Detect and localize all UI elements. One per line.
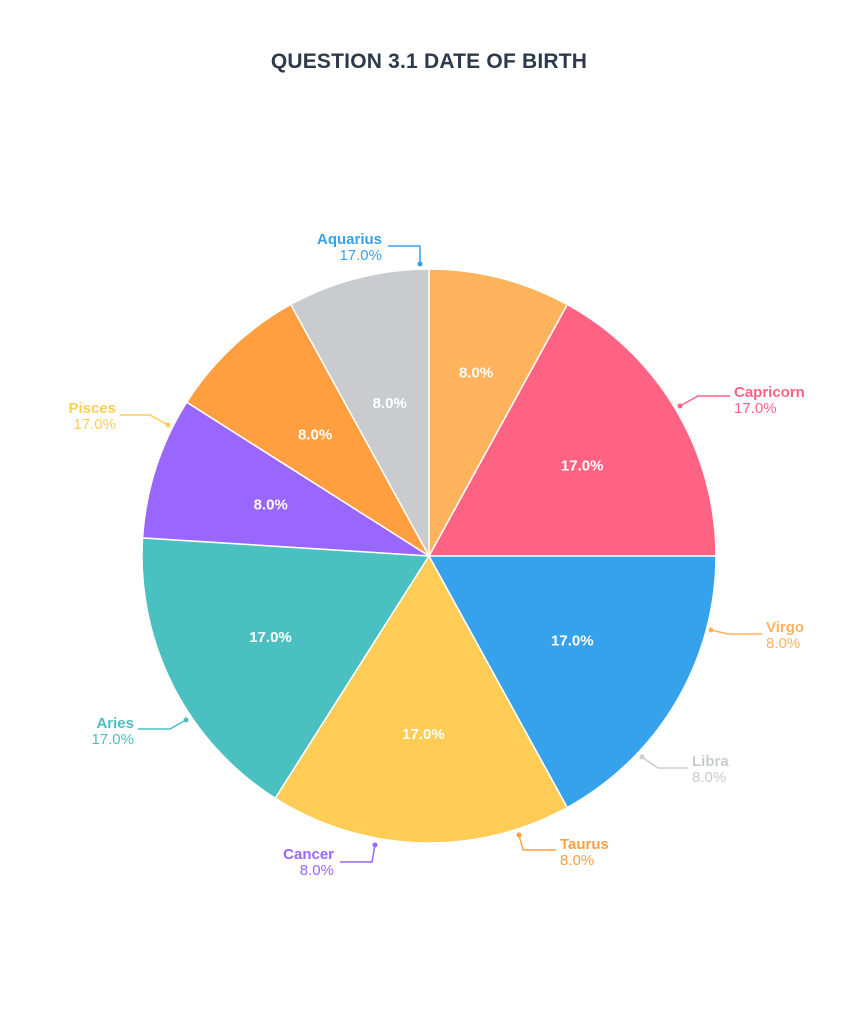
leader-line-virgo xyxy=(710,629,762,635)
outer-label-name-aquarius: Aquarius xyxy=(317,231,382,248)
outer-label-name-libra: Libra xyxy=(692,753,729,770)
leader-dot-libra xyxy=(639,754,645,760)
leader-dot-taurus xyxy=(516,832,522,838)
outer-label-value-pisces: 17.0% xyxy=(73,416,116,433)
leader-dot-cancer xyxy=(372,842,378,848)
outer-label-name-capricorn: Capricorn xyxy=(734,384,805,401)
slice-value-label-aries: 17.0% xyxy=(249,629,292,646)
slice-value-label-cancer: 8.0% xyxy=(254,497,288,514)
outer-label-value-cancer: 8.0% xyxy=(300,862,334,879)
pie-slice-capricorn[interactable] xyxy=(427,303,717,557)
leader-dot-capricorn xyxy=(677,403,683,409)
leader-line-libra xyxy=(641,756,688,769)
outer-label-value-virgo: 8.0% xyxy=(766,635,800,652)
outer-label-value-aries: 17.0% xyxy=(91,731,134,748)
leader-line-taurus xyxy=(518,834,556,851)
outer-label-name-cancer: Cancer xyxy=(283,846,334,863)
leader-line-capricorn xyxy=(679,395,730,407)
leader-line-aries xyxy=(138,719,187,730)
slice-value-label-capricorn: 17.0% xyxy=(561,457,604,474)
slice-value-label-virgo: 8.0% xyxy=(459,365,493,382)
outer-label-value-taurus: 8.0% xyxy=(560,852,594,869)
outer-label-name-taurus: Taurus xyxy=(560,836,609,853)
outer-label-value-libra: 8.0% xyxy=(692,769,726,786)
leader-dot-aquarius xyxy=(417,261,423,267)
leader-dot-pisces xyxy=(165,422,171,428)
outer-label-value-capricorn: 17.0% xyxy=(734,400,777,417)
pie-slice-taurus[interactable] xyxy=(185,303,430,557)
leader-dot-virgo xyxy=(708,627,714,633)
chart-title: QUESTION 3.1 DATE OF BIRTH xyxy=(270,50,588,73)
outer-label-name-pisces: Pisces xyxy=(68,400,116,417)
slice-value-label-pisces: 17.0% xyxy=(402,726,445,743)
pie-slice-aries[interactable] xyxy=(141,537,431,800)
leader-line-pisces xyxy=(120,414,169,426)
outer-label-name-virgo: Virgo xyxy=(766,619,804,636)
outer-label-value-aquarius: 17.0% xyxy=(339,247,382,264)
pie-slice-virgo[interactable] xyxy=(428,268,569,557)
slice-value-label-libra: 8.0% xyxy=(373,395,407,412)
outer-label-name-aries: Aries xyxy=(96,715,134,732)
pie-slice-libra[interactable] xyxy=(289,268,430,557)
leader-line-aquarius xyxy=(388,245,421,264)
pie-slice-aquarius[interactable] xyxy=(427,555,717,809)
leader-line-cancer xyxy=(340,844,376,863)
slice-value-label-aquarius: 17.0% xyxy=(551,633,594,650)
slice-value-label-taurus: 8.0% xyxy=(298,427,332,444)
leader-dot-aries xyxy=(183,717,189,723)
pie-slice-cancer[interactable] xyxy=(141,401,430,557)
pie-slice-pisces[interactable] xyxy=(274,554,569,844)
